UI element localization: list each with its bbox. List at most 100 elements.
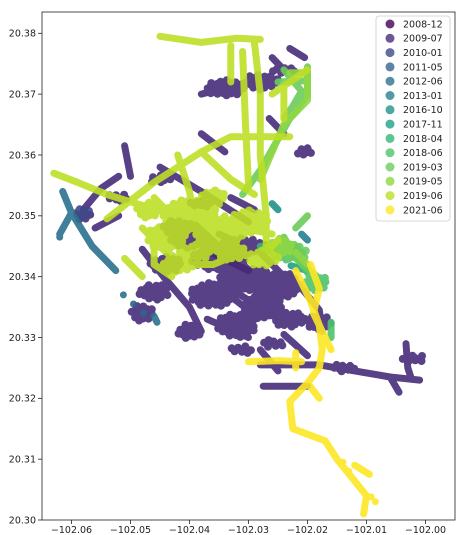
point [144,314,153,323]
point [240,229,249,238]
point [247,228,255,237]
point [228,264,237,273]
point [165,254,174,263]
point [260,313,269,322]
point [284,292,292,301]
point [273,271,281,279]
point [119,291,127,299]
point [198,191,206,200]
point [256,226,265,235]
point [236,332,245,341]
point [139,302,148,311]
point [133,204,142,213]
legend-marker [385,33,395,43]
point [242,311,251,320]
point [337,367,346,376]
track-line [292,212,311,232]
y-tick-label: 20.33 [9,333,36,344]
point [279,248,288,257]
point [213,89,222,98]
point [205,221,214,230]
point [161,221,169,230]
point [156,243,164,251]
point [264,336,273,345]
point [249,316,258,325]
point [245,72,254,81]
point [322,313,331,322]
point [243,348,252,357]
point [127,307,136,316]
point [255,260,264,269]
point [226,310,235,319]
point [339,458,347,466]
point [281,308,290,317]
x-axis: −102.06 −102.05 −102.04 −102.03 −102.02 −102.… [51,520,446,535]
legend-frame [375,15,451,222]
point [222,91,231,100]
legend-marker [385,133,395,143]
point [159,264,168,273]
point [207,79,216,88]
point [181,320,190,329]
point [235,254,244,262]
legend-label: 2010-01 [403,48,443,59]
point [181,253,190,262]
point [159,206,168,215]
point [303,144,312,153]
legend-label: 2019-05 [403,177,443,188]
point [75,205,84,214]
point [320,273,329,282]
point [171,223,180,232]
point [209,199,217,208]
track-line [56,209,75,238]
point [248,235,257,244]
y-tick-label: 20.37 [9,89,36,100]
point [230,210,239,219]
track-line [386,373,403,396]
point [249,326,258,335]
y-tick-label: 20.38 [9,29,36,40]
point [230,294,239,303]
track-line [268,200,282,214]
point [241,342,250,351]
legend-label: 2011-05 [403,62,443,73]
track-line [150,312,161,326]
legend-marker [385,176,395,186]
point [204,243,213,252]
point [275,297,284,306]
track-line [292,248,311,268]
point [214,324,223,333]
legend-label: 2013-01 [403,91,443,102]
series-2012-06 [56,188,161,326]
series-2016-10 [268,200,282,214]
track-line [121,254,146,281]
legend-label: 2018-06 [403,148,443,159]
legend-marker [385,76,395,86]
point [217,301,225,310]
point [249,260,258,269]
y-tick-label: 20.34 [9,272,36,283]
point [174,329,183,338]
point [249,83,258,92]
point [144,198,153,207]
legend-marker [385,62,395,72]
point [250,292,259,301]
point [149,242,158,250]
point [77,212,86,221]
point [294,309,303,318]
point [196,300,205,309]
point [245,286,254,294]
point [145,294,154,303]
point [193,254,202,263]
track-line [402,340,415,381]
point [281,270,289,279]
point [266,248,274,257]
point [198,281,206,290]
point [262,261,271,270]
point [176,247,184,256]
point [280,321,289,329]
legend-marker [385,19,395,29]
legend-label: 2019-06 [403,191,443,202]
point [204,301,213,310]
point [278,341,287,350]
